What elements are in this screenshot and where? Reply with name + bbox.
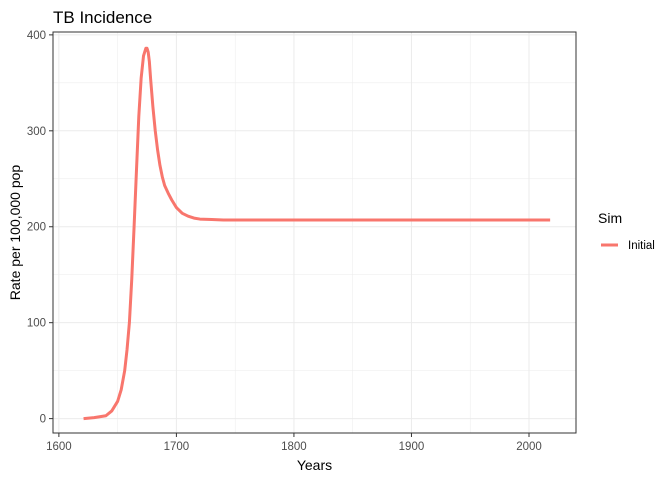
y-tick-label: 300 [27,126,46,138]
x-tick-label: 2000 [516,441,542,453]
x-tick-label: 1900 [399,441,425,453]
y-tick-label: 200 [27,222,46,234]
y-tick-label: 400 [27,30,46,42]
chart-title: TB Incidence [53,8,152,27]
major-gridlines [53,32,576,433]
legend-label-initial: Initial [628,240,655,252]
legend-title: Sim [598,210,622,226]
y-axis: 0 100 200 300 400 [27,30,53,426]
plot-background [53,32,576,433]
x-axis-label: Years [297,457,332,473]
series-layer [83,46,551,421]
x-tick-label: 1700 [164,441,190,453]
y-tick-label: 0 [40,414,46,426]
series-line-initial [83,46,551,421]
x-axis: 1600 1700 1800 1900 2000 [46,433,542,453]
plot-border [52,31,577,434]
legend: Sim Initial [598,210,655,252]
plot-panel [52,31,577,434]
y-tick-label: 100 [27,318,46,330]
x-tick-label: 1800 [281,441,307,453]
y-axis-label: Rate per 100,000 pop [7,165,23,301]
x-tick-label: 1600 [46,441,72,453]
minor-gridlines [53,32,576,433]
